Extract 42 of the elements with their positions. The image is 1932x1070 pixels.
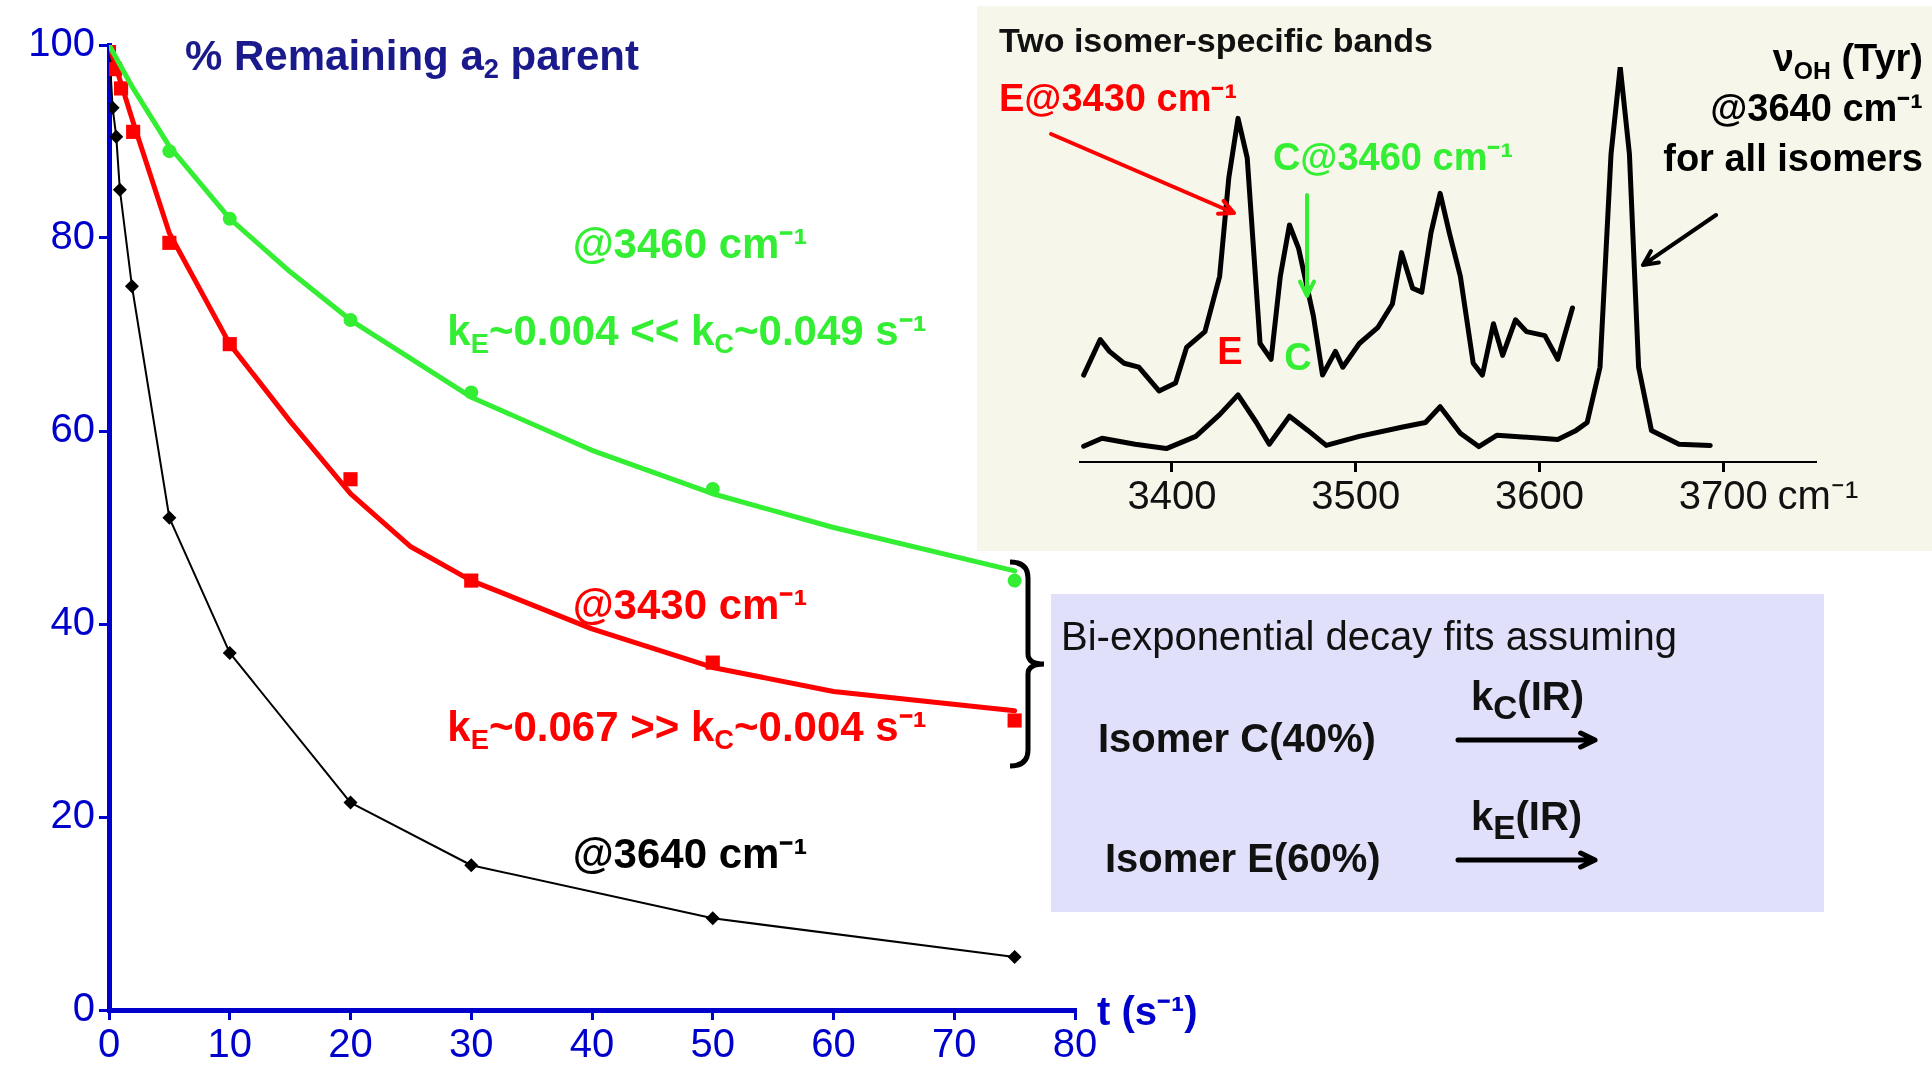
y-tick-label: 40 bbox=[50, 599, 95, 644]
note-panel: Bi-exponential decay fits assuming Isomer C(40%) k$_{C}$(IR) Isomer E(60%) k$_{E}$(IR) bbox=[1051, 594, 1824, 912]
annotation: C@3460 cm⁻¹ bbox=[1272, 136, 1514, 179]
point bbox=[1007, 713, 1022, 728]
point bbox=[343, 472, 358, 487]
point bbox=[162, 510, 177, 525]
point bbox=[343, 795, 358, 810]
annotation: E@3430 cm⁻¹ bbox=[999, 77, 1238, 120]
y-tick-label: 100 bbox=[28, 20, 95, 65]
x-tick-label: 3400 bbox=[1127, 473, 1217, 518]
x-tick-label: 50 bbox=[690, 1021, 735, 1066]
x-tick-label: 3500 bbox=[1311, 473, 1401, 518]
annotation: C bbox=[1284, 336, 1312, 379]
point bbox=[222, 645, 237, 660]
point bbox=[112, 182, 127, 197]
x-tick-label: 80 bbox=[1052, 1021, 1098, 1066]
y-tick-label: 80 bbox=[50, 213, 95, 258]
x-tick-label: 30 bbox=[449, 1021, 494, 1066]
x-tick-label: 20 bbox=[328, 1021, 373, 1066]
x-tick-label: 10 bbox=[207, 1021, 252, 1066]
point bbox=[705, 911, 720, 926]
point bbox=[1007, 573, 1022, 588]
point bbox=[109, 129, 124, 144]
x-axis-title: cm⁻¹ bbox=[1777, 473, 1859, 518]
point bbox=[124, 279, 139, 294]
point bbox=[1007, 949, 1022, 964]
x-tick-label: 40 bbox=[569, 1021, 615, 1066]
x-axis-title: t (s⁻¹) bbox=[1097, 989, 1198, 1034]
y-tick-label: 20 bbox=[50, 792, 95, 837]
annotation: @3430 cm⁻¹ bbox=[572, 580, 808, 628]
y-tick-label: 0 bbox=[72, 985, 95, 1030]
chart-title: Two isomer-specific bands bbox=[999, 21, 1433, 60]
x-tick-label: 60 bbox=[811, 1021, 856, 1066]
x-tick-label: 3700 bbox=[1678, 473, 1768, 518]
annotation: E bbox=[1217, 330, 1243, 373]
y-tick-label: 60 bbox=[50, 406, 95, 451]
annotation: @3460 cm⁻¹ bbox=[572, 219, 808, 267]
x-tick-label: 3600 bbox=[1494, 473, 1584, 518]
x-tick-label: 70 bbox=[932, 1021, 977, 1066]
point bbox=[464, 858, 479, 873]
annotation: Bi-exponential decay fits assuming bbox=[1061, 614, 1677, 659]
annotation: @3640 cm⁻¹ bbox=[572, 829, 808, 877]
